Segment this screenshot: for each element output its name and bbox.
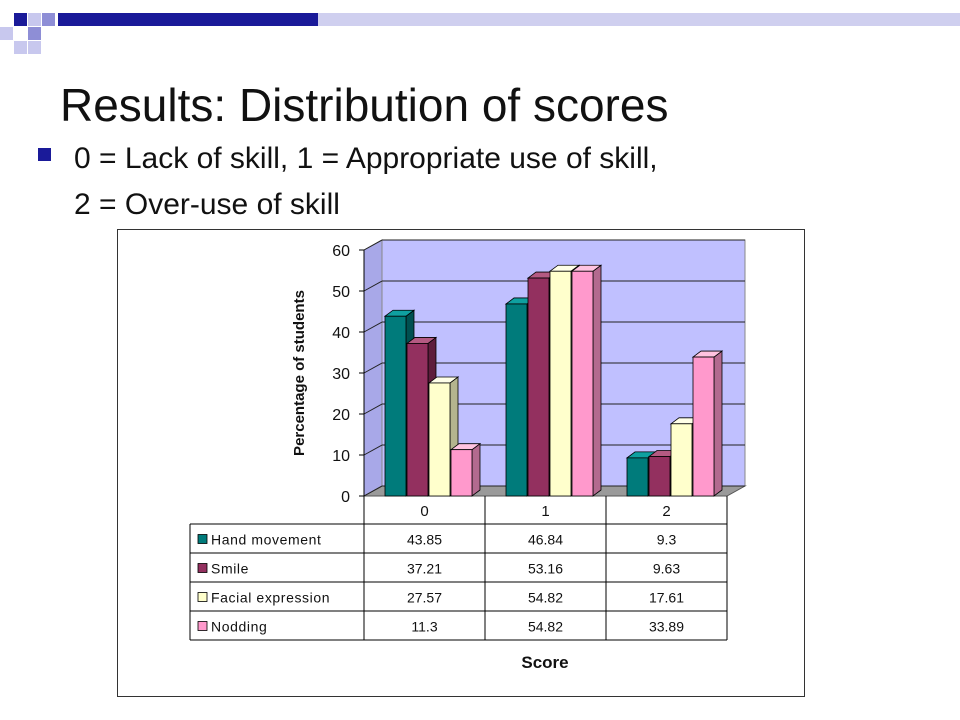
gridline-side (363, 362, 383, 374)
square-bullet-icon (38, 148, 51, 161)
data-label: 53.16 (528, 561, 563, 577)
deco-square-light (14, 41, 27, 54)
deco-square-blue (28, 27, 41, 40)
deco-square-light (28, 13, 41, 26)
x-tick-label: 2 (662, 503, 670, 520)
bullet-line-1: 0 = Lack of skill, 1 = Appropriate use o… (74, 142, 658, 175)
y-axis-label: Percentage of students (291, 290, 308, 456)
bar (406, 343, 429, 497)
data-label: 33.89 (649, 619, 684, 635)
bar (428, 382, 451, 497)
legend-swatch (197, 592, 208, 602)
bar (384, 315, 407, 497)
y-tick-label: 60 (332, 243, 350, 260)
legend-entry: Smile (211, 561, 249, 577)
bullet-item: 0 = Lack of skill, 1 = Appropriate use o… (74, 136, 934, 228)
gridline-side (363, 485, 383, 497)
deco-square-navy (14, 13, 27, 26)
bar (450, 449, 473, 497)
data-label: 54.82 (528, 619, 563, 635)
data-label: 11.3 (411, 619, 437, 635)
gridline-side (363, 403, 383, 415)
data-label: 37.21 (407, 561, 442, 577)
legend-swatch (197, 621, 208, 631)
y-tick-label: 40 (332, 325, 350, 342)
data-label: 9.3 (657, 532, 677, 548)
x-axis-label: Score (521, 653, 568, 672)
data-label: 46.84 (528, 532, 563, 548)
data-label: 54.82 (528, 590, 563, 606)
data-label: 27.57 (407, 590, 442, 606)
y-tick-label: 30 (332, 366, 350, 383)
deco-bar-gradient (318, 13, 960, 26)
bar-side (592, 264, 602, 497)
deco-square-light (28, 41, 41, 54)
legend-entry: Nodding (211, 619, 267, 635)
deco-square-light (0, 27, 13, 40)
bar (505, 303, 528, 497)
bar (549, 270, 572, 497)
bar (648, 456, 671, 497)
y-tick-label: 0 (341, 489, 350, 506)
x-tick-label: 1 (541, 503, 549, 520)
y-tick-label: 10 (332, 448, 350, 465)
legend-entry: Facial expression (211, 590, 330, 606)
page-title: Results: Distribution of scores (60, 79, 669, 131)
legend-swatch (197, 563, 208, 573)
bullet-line-2: 2 = Over-use of skill (74, 188, 340, 221)
slide-decoration (0, 13, 960, 54)
bar (527, 277, 550, 497)
deco-square-light (42, 13, 55, 26)
gridline-side (363, 239, 383, 251)
y-tick-label: 20 (332, 407, 350, 424)
y-tick-label: 50 (332, 284, 350, 301)
x-tick-label: 0 (420, 503, 428, 520)
bar (571, 270, 594, 497)
legend-swatch (197, 534, 208, 544)
data-label: 43.85 (407, 532, 442, 548)
deco-bar-navy (58, 13, 318, 26)
data-label: 9.63 (653, 561, 680, 577)
gridline-side (363, 444, 383, 456)
gridline-side (363, 321, 383, 333)
data-label: 17.61 (649, 590, 684, 606)
bar-side (471, 442, 481, 497)
legend-entry: Hand movement (211, 532, 322, 548)
bar (670, 423, 693, 497)
bar (692, 356, 715, 497)
bar (626, 457, 649, 497)
bar-side (713, 350, 723, 497)
gridline-side (363, 280, 383, 292)
